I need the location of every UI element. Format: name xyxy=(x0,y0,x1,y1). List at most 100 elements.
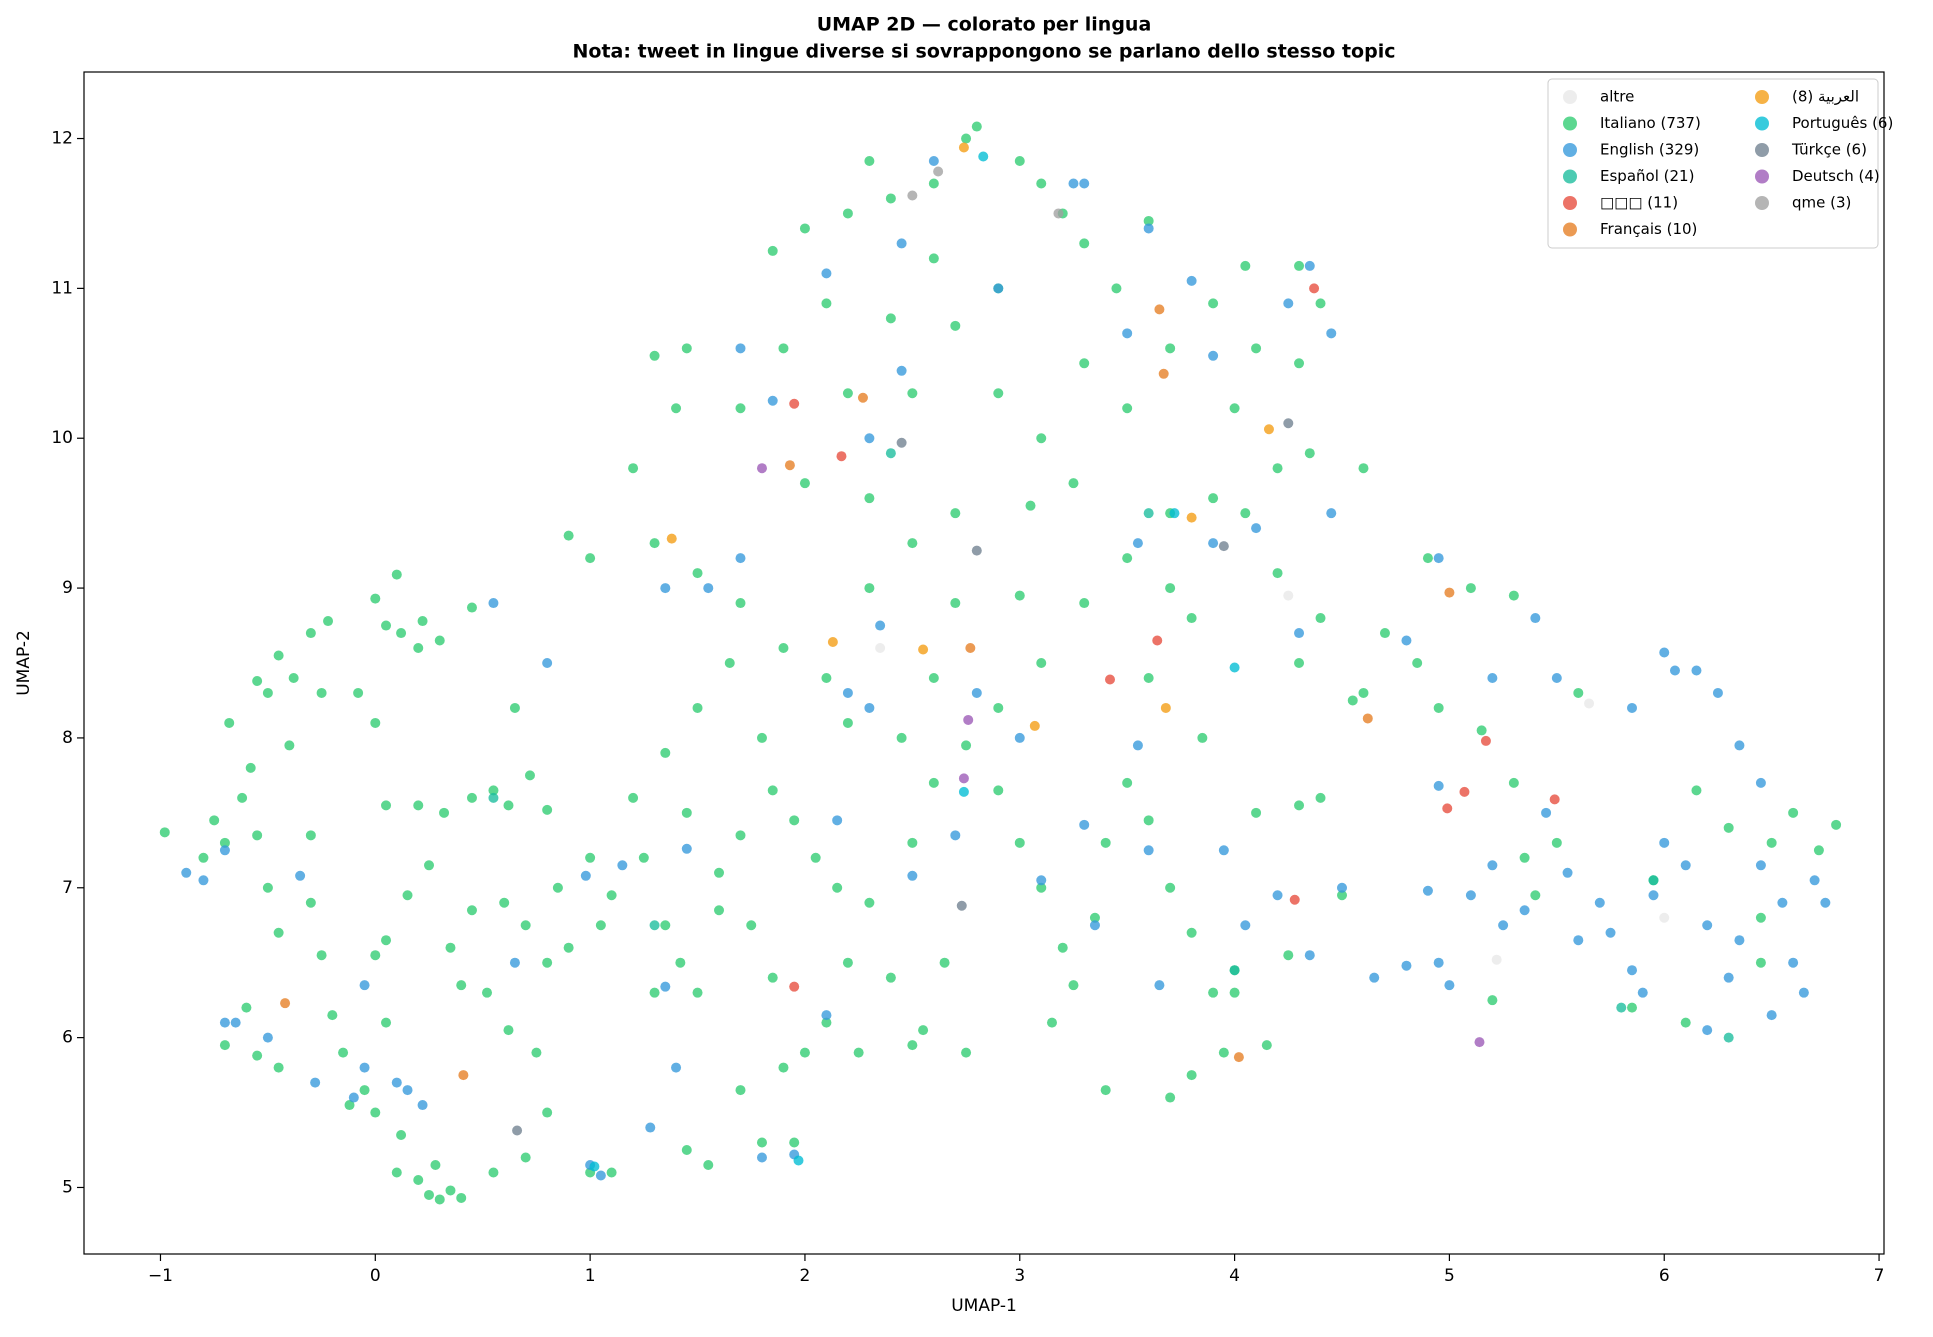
data-point xyxy=(1057,942,1068,953)
data-point xyxy=(907,1040,918,1051)
data-point xyxy=(466,602,477,613)
data-point xyxy=(950,320,961,331)
data-point xyxy=(413,643,424,654)
data-point xyxy=(767,245,778,256)
data-point xyxy=(359,980,370,991)
data-point xyxy=(580,870,591,881)
data-point xyxy=(799,1047,810,1058)
data-point xyxy=(660,583,671,594)
legend-frame xyxy=(1547,78,1879,249)
legend-marker xyxy=(1563,222,1577,237)
data-point xyxy=(262,1032,273,1043)
x-tick-label: 5 xyxy=(1444,1266,1455,1286)
data-point xyxy=(595,920,606,931)
data-point xyxy=(417,1100,428,1111)
data-point xyxy=(714,905,725,916)
data-point xyxy=(821,672,832,683)
data-point xyxy=(1326,328,1337,339)
data-point xyxy=(445,1185,456,1196)
data-point xyxy=(778,643,789,654)
data-point xyxy=(1143,223,1154,234)
data-point xyxy=(288,672,299,683)
data-point xyxy=(159,827,170,838)
data-point xyxy=(1723,1032,1734,1043)
data-point xyxy=(1283,950,1294,961)
data-point xyxy=(735,830,746,841)
data-point xyxy=(1046,1017,1057,1028)
data-point xyxy=(1358,687,1369,698)
data-point xyxy=(503,1025,514,1036)
data-point xyxy=(842,957,853,968)
data-point xyxy=(1573,935,1584,946)
data-point xyxy=(606,1167,617,1178)
data-point xyxy=(1079,819,1090,830)
data-point xyxy=(1165,583,1176,594)
data-point xyxy=(956,900,967,911)
data-point xyxy=(1659,837,1670,848)
data-point xyxy=(262,882,273,893)
data-point xyxy=(703,583,714,594)
data-point xyxy=(939,957,950,968)
data-point xyxy=(1014,590,1025,601)
data-point xyxy=(1186,275,1197,286)
data-point xyxy=(1755,860,1766,871)
data-point xyxy=(864,583,875,594)
data-point xyxy=(381,620,392,631)
data-point xyxy=(237,792,248,803)
data-point xyxy=(1186,927,1197,938)
data-point xyxy=(896,238,907,249)
y-tick-label: 6 xyxy=(62,1028,73,1048)
data-point xyxy=(1442,803,1453,814)
data-point xyxy=(671,1062,682,1073)
data-point xyxy=(928,253,939,264)
data-point xyxy=(789,815,800,826)
legend-label: Français (10) xyxy=(1600,220,1697,238)
data-point xyxy=(1261,1040,1272,1051)
data-point xyxy=(735,343,746,354)
data-point xyxy=(1165,882,1176,893)
data-point xyxy=(1132,538,1143,549)
data-point xyxy=(961,740,972,751)
data-point xyxy=(1487,672,1498,683)
data-point xyxy=(918,644,929,655)
data-point xyxy=(1379,628,1390,639)
data-point xyxy=(1433,780,1444,791)
data-point xyxy=(821,1017,832,1028)
data-point xyxy=(1659,647,1670,658)
data-point xyxy=(1476,725,1487,736)
data-point xyxy=(767,395,778,406)
data-point xyxy=(1551,837,1562,848)
legend-marker xyxy=(1563,116,1577,131)
data-point xyxy=(520,920,531,931)
data-point xyxy=(310,1077,321,1088)
legend-marker xyxy=(1755,169,1769,184)
x-tick-label: 7 xyxy=(1874,1266,1885,1286)
data-point xyxy=(836,451,847,462)
data-point xyxy=(1186,512,1197,523)
data-point xyxy=(789,981,800,992)
data-point xyxy=(1229,987,1240,998)
data-point xyxy=(1154,304,1165,315)
legend-label: العربية (8) xyxy=(1792,88,1859,106)
data-point xyxy=(1530,890,1541,901)
data-point xyxy=(793,1155,804,1166)
data-point xyxy=(273,1062,284,1073)
data-point xyxy=(606,890,617,901)
data-point xyxy=(724,658,735,668)
legend-label: □□□ (11) xyxy=(1600,194,1678,212)
data-point xyxy=(1100,837,1111,848)
data-point xyxy=(1831,819,1842,830)
data-point xyxy=(1240,508,1251,519)
data-point xyxy=(1702,920,1713,931)
data-point xyxy=(1014,732,1025,743)
data-point xyxy=(316,950,327,961)
data-point xyxy=(1208,493,1219,504)
data-point xyxy=(456,980,467,991)
data-point xyxy=(778,1062,789,1073)
data-point xyxy=(692,568,703,579)
data-point xyxy=(488,785,499,796)
legend-label: qme (3) xyxy=(1792,194,1851,212)
data-point xyxy=(896,365,907,376)
data-point xyxy=(681,807,692,818)
data-point xyxy=(875,620,886,631)
